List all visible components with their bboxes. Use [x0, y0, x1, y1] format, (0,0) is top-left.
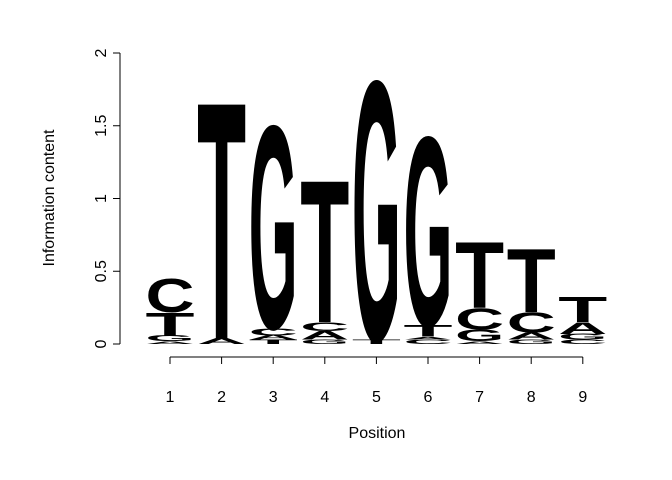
logo-letter: T: [146, 306, 195, 342]
logo-letter: T: [455, 221, 504, 328]
logo-letter: G: [507, 339, 556, 346]
y-tick-label: 0.5: [93, 260, 110, 282]
x-tick-label: 9: [578, 389, 587, 406]
x-tick-label: 1: [166, 389, 175, 406]
logo-letter: G: [146, 334, 195, 343]
x-tick-label: 5: [372, 389, 381, 406]
logo-letter: C: [455, 302, 504, 336]
logo-letter: G: [455, 326, 504, 344]
logo-letter: G: [404, 80, 453, 383]
logo-letter: A: [507, 331, 556, 342]
x-tick-label: 8: [527, 389, 536, 406]
x-tick-label: 6: [424, 389, 433, 406]
logo-letter: A: [558, 319, 607, 337]
y-tick-label: 2: [93, 48, 110, 57]
y-tick-label: 0: [93, 339, 110, 348]
logo-letter: T: [404, 322, 453, 340]
logo-letter: C: [146, 268, 195, 323]
logo-letter: T: [197, 31, 246, 411]
y-tick-label: 1: [93, 194, 110, 203]
logo-letter: G: [352, 3, 401, 419]
logo-letter: C: [404, 339, 453, 346]
x-axis-label: Position: [349, 425, 406, 442]
logo-letter: C: [249, 326, 298, 337]
logo-letter: T: [558, 290, 607, 330]
logo-letter: C: [558, 339, 607, 346]
x-tick-label: 4: [320, 389, 329, 406]
logo-letter: A: [300, 329, 349, 343]
logo-letter: T: [507, 231, 556, 332]
logo-letter: A: [249, 334, 298, 341]
logo-letter: A: [404, 336, 453, 341]
logo-letter: G: [558, 332, 607, 341]
y-axis-label: Information content: [41, 129, 58, 267]
logo-letter: A: [146, 340, 195, 345]
logo-letter: C: [507, 307, 556, 338]
logo-letter: T: [352, 339, 401, 346]
logo-letter: A: [455, 340, 504, 345]
x-tick-label: 2: [217, 389, 226, 406]
logo-letter: A: [197, 337, 246, 346]
y-tick-label: 1.5: [93, 115, 110, 137]
logo-letter: G: [300, 339, 349, 346]
x-tick-label: 3: [269, 389, 278, 406]
logo-letter: T: [300, 139, 349, 366]
x-tick-label: 7: [475, 389, 484, 406]
logo-letter: C: [300, 320, 349, 334]
logo-letter: G: [249, 64, 298, 390]
logo-letter: T: [249, 339, 298, 346]
